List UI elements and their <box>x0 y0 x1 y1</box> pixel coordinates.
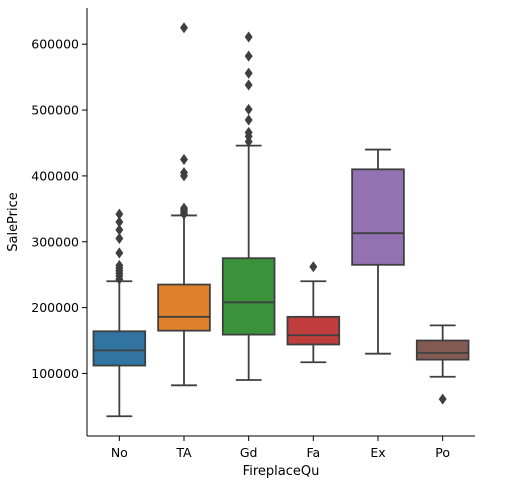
x-tick-label: Gd <box>240 445 258 460</box>
box-group-ta <box>157 22 211 387</box>
x-tick-label: Fa <box>306 445 320 460</box>
iqr-box <box>157 283 211 332</box>
box-group-gd <box>221 31 276 381</box>
outlier-point <box>115 247 124 259</box>
x-tick-label: Ex <box>370 445 385 460</box>
outlier-point <box>115 208 124 220</box>
iqr-box <box>351 168 405 266</box>
iqr-box <box>286 315 341 346</box>
outlier-point <box>309 261 318 273</box>
x-tick-label: Po <box>435 445 450 460</box>
iqr-box <box>92 330 147 367</box>
outlier-point <box>180 153 188 165</box>
outlier-point <box>244 79 253 91</box>
y-tick-label: 300000 <box>31 234 79 249</box>
x-axis-ticks: No TA Gd Fa Ex Po <box>111 436 450 460</box>
outlier-point <box>180 22 188 34</box>
y-tick-label: 400000 <box>31 168 79 183</box>
iqr-box <box>415 339 470 361</box>
box-group-no <box>92 208 147 418</box>
y-tick-label: 100000 <box>31 366 79 381</box>
outlier-point <box>438 393 447 405</box>
y-axis-ticks: 100000 200000 300000 400000 500000 600000 <box>31 37 87 381</box>
outlier-point <box>244 50 253 62</box>
outlier-point <box>244 31 253 43</box>
outlier-point <box>115 216 124 228</box>
outlier-point <box>115 232 124 244</box>
outlier-point <box>115 224 124 236</box>
outlier-point <box>180 202 188 214</box>
y-tick-label: 500000 <box>31 103 79 118</box>
outlier-point <box>244 114 253 126</box>
plot-area <box>92 22 470 418</box>
y-tick-label: 200000 <box>31 300 79 315</box>
outlier-point <box>244 103 253 115</box>
box-group-ex <box>351 148 405 355</box>
outlier-point <box>244 67 253 79</box>
iqr-box <box>221 257 276 336</box>
y-axis-title: SalePrice <box>6 192 21 252</box>
y-tick-label: 600000 <box>31 37 79 52</box>
outlier-point <box>180 167 188 179</box>
x-axis-title: FireplaceQu <box>243 464 320 479</box>
box-group-po <box>415 324 470 405</box>
outlier-point <box>115 259 124 271</box>
x-tick-label: No <box>111 445 128 460</box>
x-tick-label: TA <box>175 445 192 460</box>
outlier-point <box>244 126 253 138</box>
box-group-fa <box>286 261 341 364</box>
